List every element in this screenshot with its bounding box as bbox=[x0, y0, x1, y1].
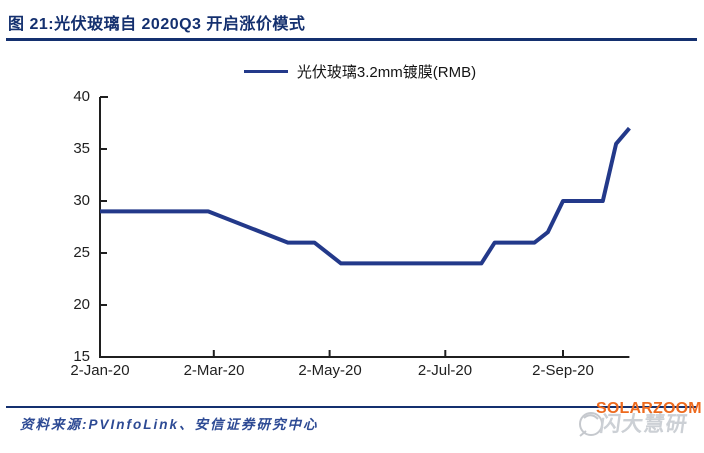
x-tick-label: 2-Jan-20 bbox=[70, 362, 130, 379]
y-tick-label: 35 bbox=[73, 140, 90, 157]
y-tick-label: 20 bbox=[73, 296, 90, 313]
title-divider bbox=[6, 38, 697, 41]
y-tick-label: 40 bbox=[73, 88, 90, 105]
x-tick-label: 2-Jul-20 bbox=[417, 362, 473, 379]
x-tick-label: 2-May-20 bbox=[298, 362, 362, 379]
chart-legend: 光伏玻璃3.2mm镀膜(RMB) bbox=[8, 61, 704, 82]
footer-divider bbox=[6, 406, 697, 408]
figure-title: 图 21:光伏玻璃自 2020Q3 开启涨价模式 bbox=[8, 16, 306, 33]
x-tick-label: 2-Mar-20 bbox=[183, 362, 245, 379]
x-tick-label: 2-Sep-20 bbox=[532, 362, 594, 379]
y-tick-label: 25 bbox=[73, 244, 90, 261]
y-tick-label: 30 bbox=[73, 192, 90, 209]
y-tick-label: 15 bbox=[73, 348, 90, 365]
watermark-logo-icon bbox=[579, 412, 603, 437]
legend-label: 光伏玻璃3.2mm镀膜(RMB) bbox=[296, 64, 477, 81]
watermark-brand-text: SOLARZOOM bbox=[596, 400, 702, 417]
watermark: 闪大慧研 SOLARZOOM bbox=[576, 398, 704, 450]
source-note: 资料来源:PVInfoLink、安信证券研究中心 bbox=[20, 417, 319, 432]
legend-line-swatch bbox=[243, 70, 288, 73]
